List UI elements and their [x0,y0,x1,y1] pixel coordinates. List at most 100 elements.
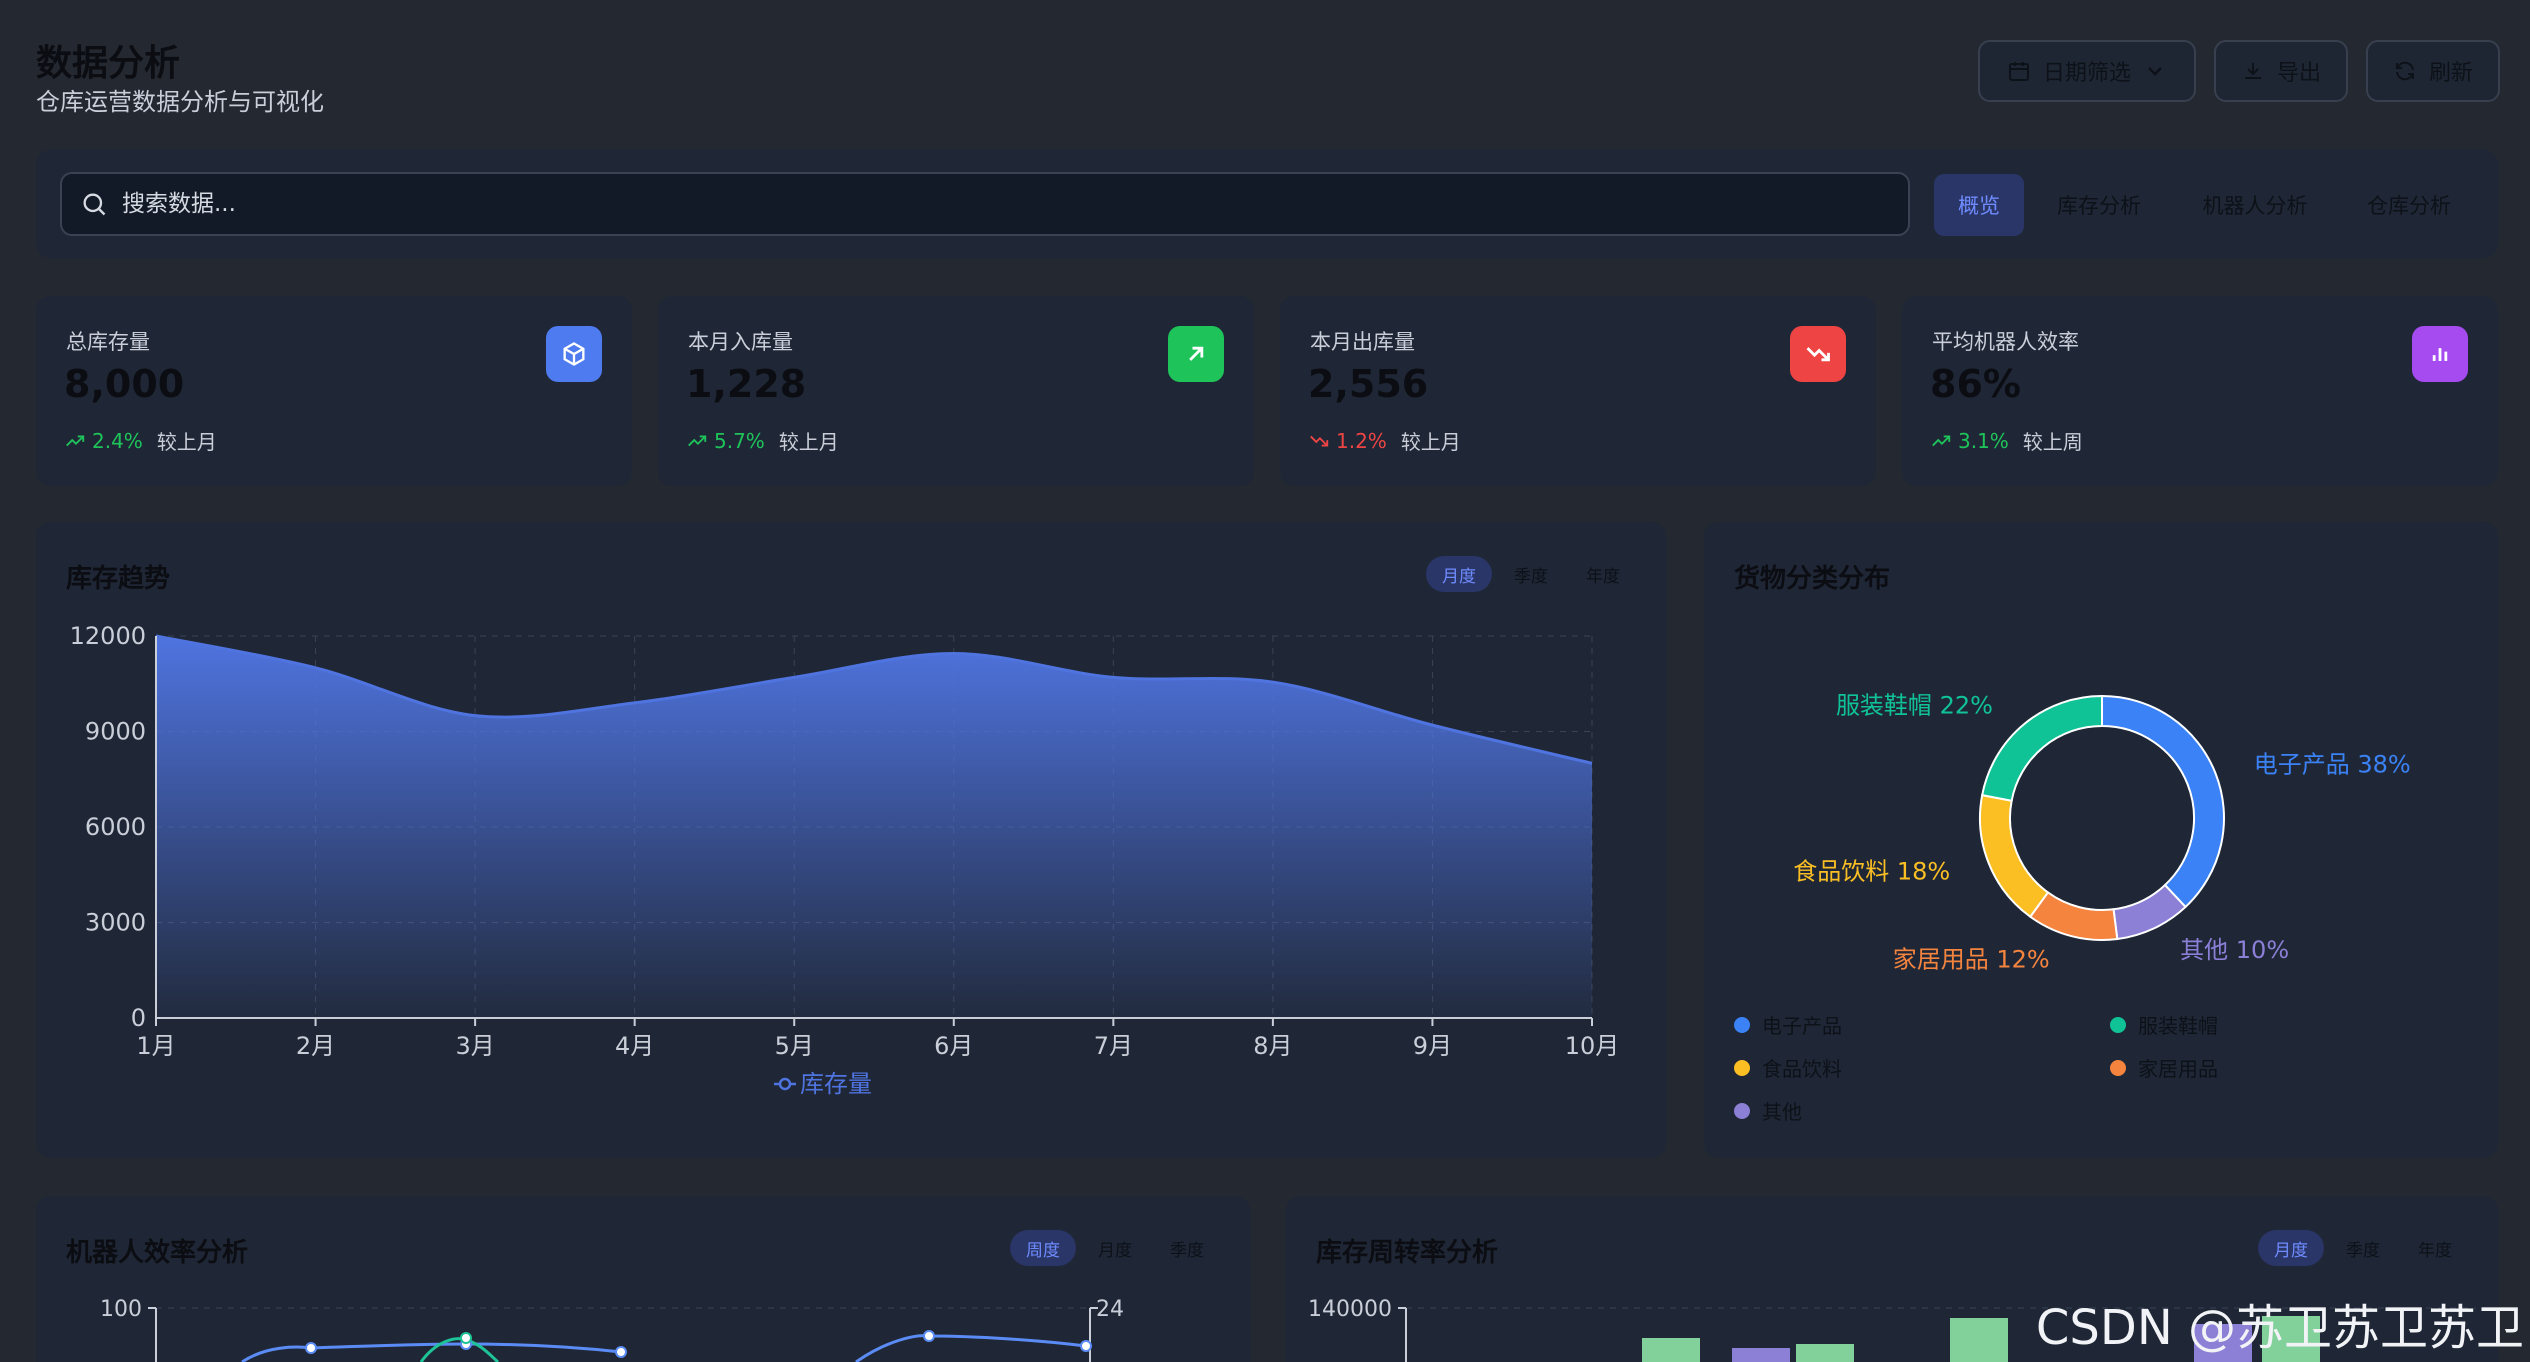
robot-efficiency-chart: 100 24 [100,1297,1124,1362]
kpi-icon-badge [1790,326,1846,382]
area-fill [156,636,1592,1018]
legend-item[interactable]: 食品饮料 [1734,1053,2110,1082]
kpi-label: 总库存量 [66,330,150,354]
x-tick-label: 5月 [775,1032,814,1060]
export-button[interactable]: 导出 [2214,40,2348,102]
kpi-change: 3.1% 较上周 [1930,426,2083,455]
slice-label: 食品饮料 18% [1793,858,1950,886]
legend-dot [2110,1016,2126,1033]
period-quarterly-button[interactable]: 季度 [2346,1240,2380,1261]
chevron-down-icon [2148,67,2162,76]
y-tick-label: 0 [131,1004,146,1032]
x-tick-label: 3月 [455,1032,494,1060]
tab-warehouse-analysis[interactable]: 仓库分析 [2367,194,2451,218]
refresh-icon [2395,61,2414,81]
period-monthly-button[interactable]: 月度 [2258,1230,2324,1266]
page-title: 数据分析 [36,43,181,84]
kpi-icon-badge [2412,326,2468,382]
search-box[interactable] [60,172,1910,236]
kpi-card-monthly-outbound: 本月出库量 2,556 1.2% 较上月 [1280,296,1876,486]
legend-item[interactable]: 服装鞋帽 [2110,1010,2470,1039]
legend-item[interactable]: 其他 [1734,1096,2110,1125]
robot-efficiency-panel: 机器人效率分析 周度 月度 季度 100 24 [36,1196,1250,1362]
legend-circle-marker [778,1077,792,1091]
kpi-card-monthly-inbound: 本月入库量 1,228 5.7% 较上月 [658,296,1254,486]
legend-label: 家居用品 [2138,1057,2218,1081]
kpi-label: 本月入库量 [688,330,793,354]
period-yearly-button[interactable]: 年度 [1586,566,1620,587]
y-tick-label: 12000 [70,622,146,650]
category-donut-chart: 电子产品 38% 其他 10% 家居用品 12% 食品饮料 18% 服装鞋帽 22% [1793,692,2411,974]
search-input[interactable] [108,174,1908,234]
watermark: CSDN @苏卫苏卫苏卫 [2035,1300,2524,1356]
tab-robot-analysis[interactable]: 机器人分析 [2202,194,2308,218]
date-filter-label: 日期筛选 [2042,61,2131,86]
x-tick-label: 9月 [1413,1032,1452,1060]
legend-item[interactable]: 家居用品 [2110,1053,2470,1082]
refresh-button[interactable]: 刷新 [2366,40,2500,102]
kpi-change: 5.7% 较上月 [686,426,839,455]
period-quarterly-button[interactable]: 季度 [1170,1240,1204,1261]
legend-label: 其他 [1762,1100,1802,1124]
arrow-up-right-icon [1189,346,1204,361]
legend-label: 电子产品 [1762,1014,1842,1038]
turnover-chart: 140000 [1308,1297,2476,1362]
x-tick-label: 4月 [615,1032,654,1060]
bar-chart-icon [2432,348,2448,361]
calendar-icon [2008,62,2029,81]
donut-slice[interactable] [2101,694,2225,909]
y2-axis-top-label: 24 [1096,1297,1124,1322]
kpi-card-robot-efficiency: 平均机器人效率 86% 3.1% 较上周 [1902,296,2498,486]
tab-overview[interactable]: 概览 [1934,174,2024,236]
kpi-icon-badge [546,326,602,382]
refresh-label: 刷新 [2428,61,2473,86]
x-tick-label: 2月 [296,1032,335,1060]
tab-inventory-analysis[interactable]: 库存分析 [2057,194,2141,218]
y-tick-label: 3000 [85,909,146,937]
kpi-change-value: 1.2% [1336,428,1387,453]
x-tick-label: 1月 [136,1032,175,1060]
series-line-inventory [155,634,1593,765]
download-icon [2244,63,2261,79]
period-segment: 周度 月度 季度 [1010,1230,1220,1266]
slice-label: 其他 10% [2180,936,2289,964]
kpi-period: 较上月 [1400,430,1461,454]
kpi-change: 2.4% 较上月 [64,426,217,455]
export-label: 导出 [2276,61,2321,86]
kpi-value: 86% [1930,362,2021,406]
y-tick-label: 6000 [85,813,146,841]
date-filter-button[interactable]: 日期筛选 [1978,40,2196,102]
x-tick-label: 6月 [934,1032,973,1060]
panel-title: 库存周转率分析 [1316,1238,1499,1268]
x-tick-label: 8月 [1253,1032,1292,1060]
donut-slice[interactable] [1979,793,2050,919]
cube-icon [563,342,585,366]
trending-up-icon [66,435,85,446]
y-axis-top-label: 100 [100,1297,142,1322]
period-yearly-button[interactable]: 年度 [2418,1240,2452,1261]
panel-title: 机器人效率分析 [66,1238,249,1268]
period-monthly-button[interactable]: 月度 [1426,556,1492,592]
legend-item[interactable]: 电子产品 [1734,1010,2110,1039]
y-axis-top-label: 140000 [1308,1297,1392,1322]
turnover-panel: 库存周转率分析 月度 季度 年度 140000 [1286,1196,2498,1362]
donut-slice[interactable] [1980,694,2103,802]
legend-dot [1734,1016,1750,1033]
inventory-trend-chart: 0 3000 6000 9000 12000 1月 2月 3月 4月 5月 6月 7月 8月 9月 10月库… [70,622,1620,1098]
page-subtitle: 仓库运营数据分析与可视化 [36,88,324,116]
kpi-period: 较上周 [2022,430,2083,454]
kpi-card-total-inventory: 总库存量 8,000 2.4% 较上月 [36,296,632,486]
period-weekly-button[interactable]: 周度 [1010,1230,1076,1266]
period-quarterly-button[interactable]: 季度 [1514,566,1548,587]
x-tick-label: 10月 [1565,1032,1620,1060]
x-tick-label: 7月 [1094,1032,1133,1060]
trending-down-icon [1806,347,1830,362]
kpi-icon-badge [1168,326,1224,382]
kpi-value: 1,228 [686,362,807,406]
legend-label[interactable]: 库存量 [800,1070,872,1098]
slice-label: 家居用品 12% [1893,945,2050,973]
period-monthly-button[interactable]: 月度 [1098,1240,1132,1261]
period-segment: 月度 季度 年度 [1426,556,1636,592]
panel-title: 货物分类分布 [1734,564,1891,594]
slice-label: 电子产品 38% [2254,750,2411,778]
